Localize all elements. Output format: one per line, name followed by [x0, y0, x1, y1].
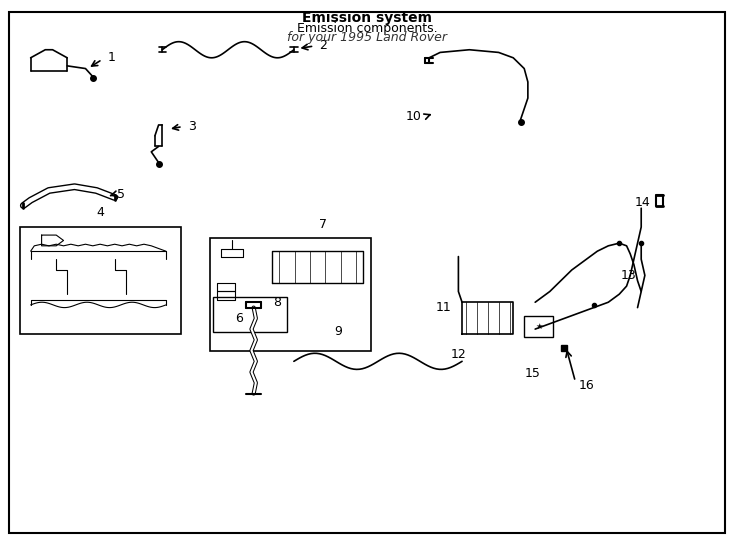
- Text: 14: 14: [635, 197, 651, 210]
- Text: 11: 11: [435, 301, 451, 314]
- Bar: [214, 297, 286, 332]
- Bar: [210, 238, 371, 350]
- Text: Emission system: Emission system: [302, 11, 432, 25]
- Text: 9: 9: [334, 325, 342, 338]
- Text: 2: 2: [319, 39, 327, 52]
- Text: 8: 8: [274, 296, 281, 309]
- Bar: [524, 316, 553, 337]
- Text: 15: 15: [524, 367, 540, 380]
- Text: 4: 4: [96, 206, 104, 219]
- Text: 1: 1: [107, 51, 115, 64]
- Text: 13: 13: [620, 269, 636, 282]
- Text: for your 1995 Land Rover: for your 1995 Land Rover: [287, 31, 447, 44]
- Text: 7: 7: [319, 218, 327, 231]
- Text: 6: 6: [235, 312, 243, 325]
- Text: 3: 3: [188, 119, 196, 132]
- Text: ★: ★: [535, 322, 542, 331]
- Text: 5: 5: [117, 188, 125, 201]
- Text: 12: 12: [451, 348, 466, 361]
- Bar: [20, 227, 181, 334]
- Text: 10: 10: [406, 110, 422, 124]
- Text: 16: 16: [579, 379, 595, 392]
- Text: Emission components.: Emission components.: [297, 22, 437, 35]
